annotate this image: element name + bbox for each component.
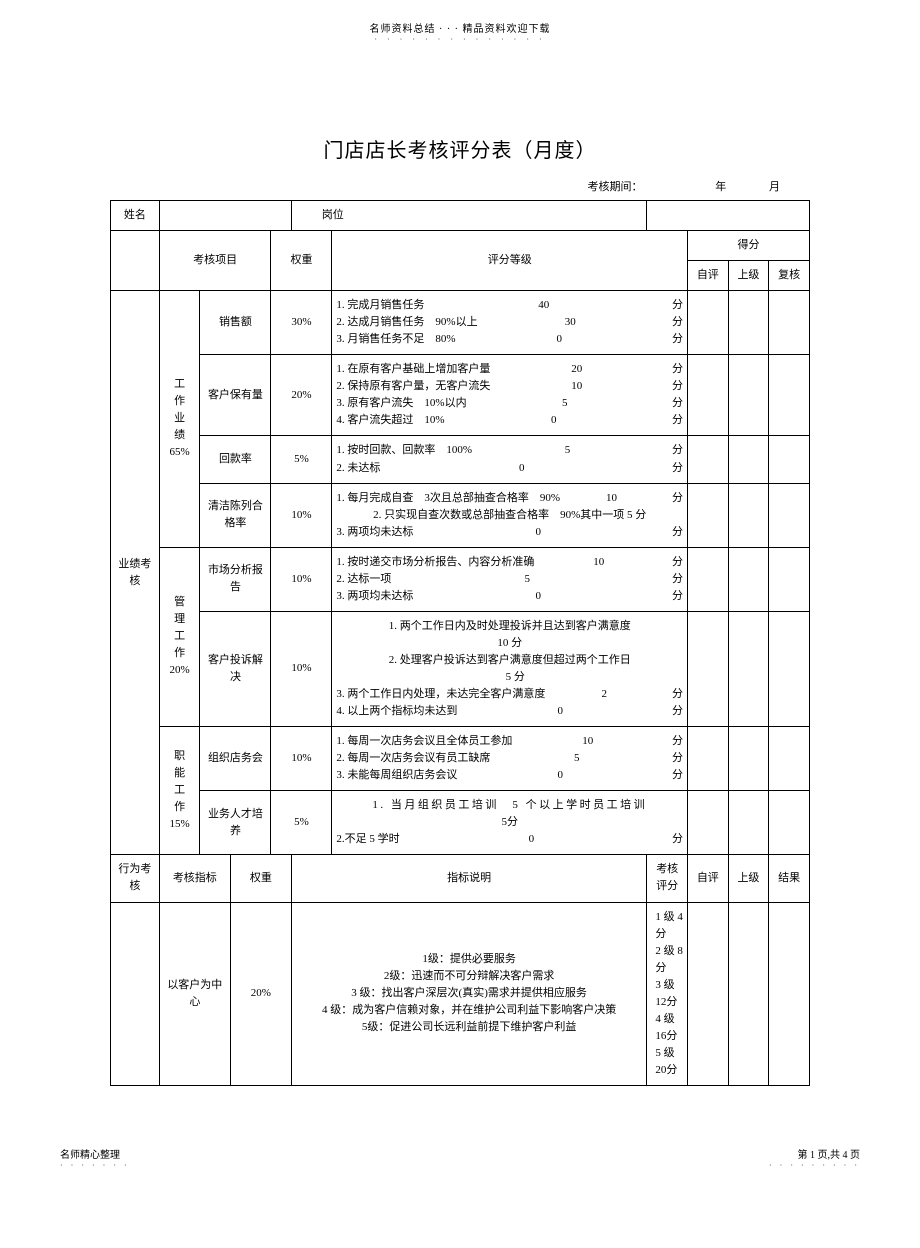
- item-weight: 10%: [271, 611, 332, 726]
- assessment-table: 姓名 岗位 考核项目 权重 评分等级 得分 自评 上级 复核 业绩考核工作业绩6…: [110, 200, 810, 1086]
- item-name: 客户保有量: [200, 355, 271, 436]
- item-criteria: 1. 按时递交市场分析报告、内容分析准确10分2. 达标一项5分3. 两项均未达…: [332, 547, 688, 611]
- score-cell: [769, 611, 810, 726]
- bh-score: 考核评分: [647, 855, 688, 902]
- item-weight: 30%: [271, 291, 332, 355]
- page-footer: 名师精心整理 第 1 页,共 4 页: [0, 1146, 920, 1161]
- score-cell: [769, 355, 810, 436]
- category-label: 管理工作20%: [159, 547, 200, 726]
- bh-weight: 权重: [230, 855, 291, 902]
- score-cell: [688, 291, 729, 355]
- score-cell: [688, 547, 729, 611]
- item-name: 市场分析报告: [200, 547, 271, 611]
- bh-row-weight: 20%: [230, 902, 291, 1085]
- score-cell: [769, 547, 810, 611]
- bh-desc: 指标说明: [291, 855, 647, 902]
- score-cell: [769, 291, 810, 355]
- table-row: 回款率5%1. 按时回款、回款率 100%5分2. 未达标0分: [111, 436, 810, 483]
- item-name: 客户投诉解决: [200, 611, 271, 726]
- score-cell: [688, 611, 729, 726]
- item-name: 业务人才培养: [200, 791, 271, 855]
- table-row: 清洁陈列合格率10%1. 每月完成自查 3次且总部抽查合格率 90%10分2. …: [111, 483, 810, 547]
- item-weight: 5%: [271, 791, 332, 855]
- footer-left: 名师精心整理: [60, 1146, 120, 1161]
- item-weight: 10%: [271, 483, 332, 547]
- table-row: 业务人才培养5%1. 当月组织员工培训 5 个以上学时员工培训5分2.不足 5 …: [111, 791, 810, 855]
- score-cell: [688, 791, 729, 855]
- bh-row-name: 以客户为中心: [159, 902, 230, 1085]
- item-criteria: 1. 当月组织员工培训 5 个以上学时员工培训5分2.不足 5 学时0分: [332, 791, 688, 855]
- score-cell: [688, 355, 729, 436]
- score-cell: [688, 727, 729, 791]
- table-row: 业绩考核工作业绩65%销售额30%1. 完成月销售任务40分2. 达成月销售任务…: [111, 291, 810, 355]
- behavior-row: 以客户为中心 20% 1级：提供必要服务2级：迅速而不可分辩解决客户需求3 级：…: [111, 902, 810, 1085]
- position-value: [647, 201, 810, 231]
- bh-result: 结果: [769, 855, 810, 902]
- score-cell: [728, 791, 769, 855]
- score-cell: [728, 355, 769, 436]
- score-cell: [769, 727, 810, 791]
- item-weight: 20%: [271, 355, 332, 436]
- bh-self: 自评: [688, 855, 729, 902]
- col-score: 得分: [688, 231, 810, 261]
- col-review: 复核: [769, 261, 810, 291]
- score-cell: [688, 483, 729, 547]
- item-name: 组织店务会: [200, 727, 271, 791]
- behavior-header-row: 行为考核 考核指标 权重 指标说明 考核评分 自评 上级 结果: [111, 855, 810, 902]
- item-criteria: 1. 每周一次店务会议且全体员工参加10分2. 每周一次店务会议有员工缺席5分3…: [332, 727, 688, 791]
- bh-row-result: [769, 902, 810, 1085]
- score-cell: [769, 436, 810, 483]
- bh-row-score: 1 级 4 分2 级 8 分3 级 12分4 级 16分5 级 20分: [647, 902, 688, 1085]
- score-cell: [728, 727, 769, 791]
- item-criteria: 1. 每月完成自查 3次且总部抽查合格率 90%10分2. 只实现自查次数或总部…: [332, 483, 688, 547]
- item-name: 清洁陈列合格率: [200, 483, 271, 547]
- score-cell: [688, 436, 729, 483]
- bh-row-self: [688, 902, 729, 1085]
- item-criteria: 1. 在原有客户基础上增加客户量20分2. 保持原有客户量，无客户流失10分3.…: [332, 355, 688, 436]
- performance-label: 业绩考核: [111, 291, 160, 855]
- bh-superior: 上级: [728, 855, 769, 902]
- position-label: 岗位: [291, 201, 647, 231]
- header-row-name: 姓名 岗位: [111, 201, 810, 231]
- item-name: 销售额: [200, 291, 271, 355]
- bh-row-desc: 1级：提供必要服务2级：迅速而不可分辩解决客户需求3 级：找出客户深层次(真实)…: [291, 902, 647, 1085]
- name-value: [159, 201, 291, 231]
- score-cell: [769, 791, 810, 855]
- category-label: 职能工作15%: [159, 727, 200, 855]
- item-name: 回款率: [200, 436, 271, 483]
- bh-row-superior: [728, 902, 769, 1085]
- name-label: 姓名: [111, 201, 160, 231]
- footer-right: 第 1 页,共 4 页: [798, 1146, 861, 1161]
- score-cell: [769, 483, 810, 547]
- col-self: 自评: [688, 261, 729, 291]
- col-superior: 上级: [728, 261, 769, 291]
- col-weight: 权重: [271, 231, 332, 291]
- item-criteria: 1. 按时回款、回款率 100%5分2. 未达标0分: [332, 436, 688, 483]
- score-cell: [728, 611, 769, 726]
- table-row: 客户保有量20%1. 在原有客户基础上增加客户量20分2. 保持原有客户量，无客…: [111, 355, 810, 436]
- item-criteria: 1. 完成月销售任务40分2. 达成月销售任务 90%以上30分3. 月销售任务…: [332, 291, 688, 355]
- assessment-period: 考核期间： 年 月: [110, 178, 810, 194]
- page-title: 门店店长考核评分表（月度）: [110, 134, 810, 163]
- score-cell: [728, 547, 769, 611]
- score-cell: [728, 436, 769, 483]
- behavior-label: 行为考核: [111, 855, 160, 902]
- item-weight: 10%: [271, 727, 332, 791]
- table-row: 管理工作20%市场分析报告10%1. 按时递交市场分析报告、内容分析准确10分2…: [111, 547, 810, 611]
- category-label: 工作业绩65%: [159, 291, 200, 548]
- item-criteria: 1. 两个工作日内及时处理投诉并且达到客户满意度10 分2. 处理客户投诉达到客…: [332, 611, 688, 726]
- score-cell: [728, 291, 769, 355]
- col-item: 考核项目: [159, 231, 271, 291]
- header-row-columns: 考核项目 权重 评分等级 得分: [111, 231, 810, 261]
- table-row: 客户投诉解决10%1. 两个工作日内及时处理投诉并且达到客户满意度10 分2. …: [111, 611, 810, 726]
- item-weight: 5%: [271, 436, 332, 483]
- item-weight: 10%: [271, 547, 332, 611]
- footer-dots: · · · · · · · · · · · · · · · ·: [0, 1161, 920, 1170]
- col-grading: 评分等级: [332, 231, 688, 291]
- table-row: 职能工作15%组织店务会10%1. 每周一次店务会议且全体员工参加10分2. 每…: [111, 727, 810, 791]
- top-header: 名师资料总结 · · · 精品资料欢迎下载: [0, 0, 920, 35]
- score-cell: [728, 483, 769, 547]
- top-dots: · · · · · · · · · · · · · ·: [0, 35, 920, 44]
- bh-indicator: 考核指标: [159, 855, 230, 902]
